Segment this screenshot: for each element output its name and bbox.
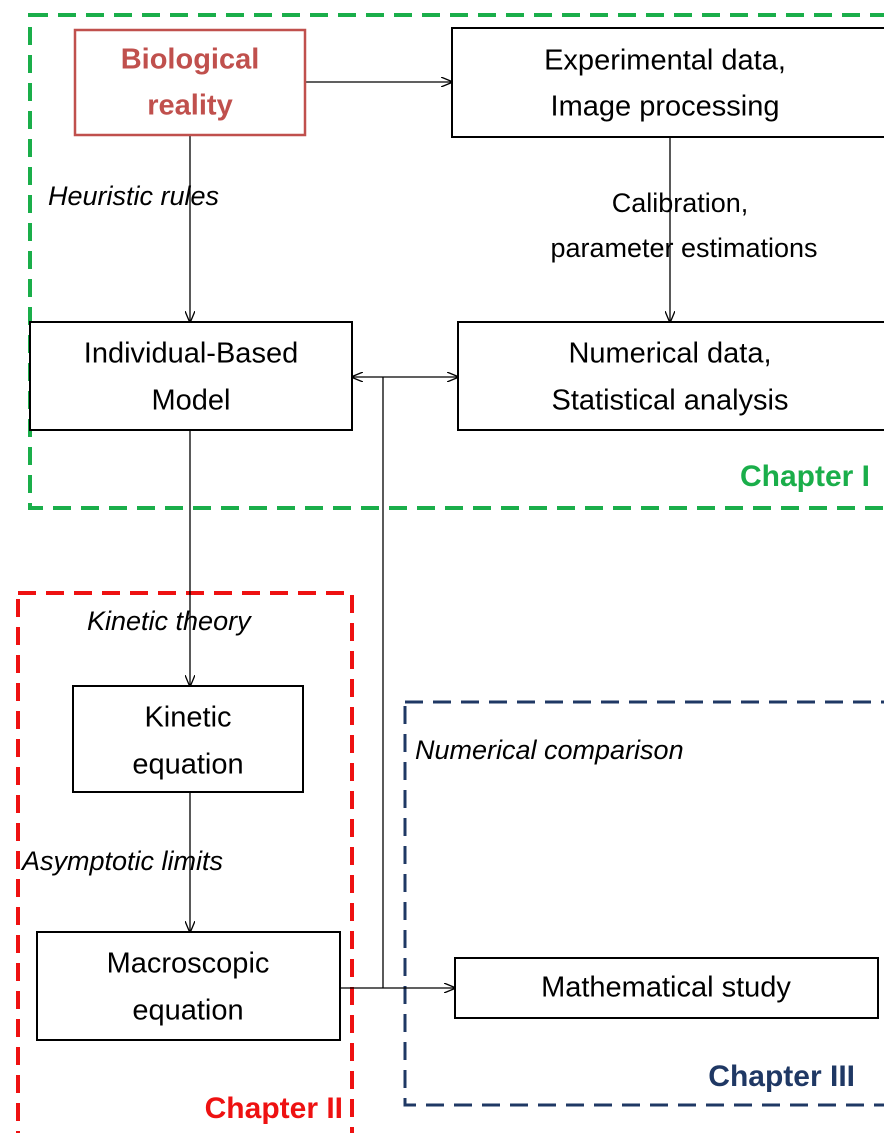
node-label: Numerical data, <box>568 338 771 370</box>
chapter-label: Chapter I <box>740 460 870 493</box>
edge-label: Calibration, <box>612 188 749 218</box>
node-label: equation <box>132 749 243 781</box>
chapter-1-frame <box>28 13 884 510</box>
edge-label: Asymptotic limits <box>20 846 223 876</box>
node-box <box>29 321 353 431</box>
edge-label: Numerical comparison <box>415 735 684 765</box>
node-label: Mathematical study <box>541 972 791 1004</box>
node-label: Image processing <box>551 91 780 123</box>
node-box <box>451 27 884 138</box>
edge-label: Heuristic rules <box>48 181 219 211</box>
edge-label: Kinetic theory <box>87 606 252 636</box>
node-box <box>73 28 307 137</box>
node-box <box>36 931 341 1041</box>
node-box <box>454 957 879 1019</box>
node-label: reality <box>147 90 232 122</box>
node-label: Statistical analysis <box>552 385 789 417</box>
node-label: equation <box>132 995 243 1027</box>
chapter-label: Chapter II <box>205 1092 343 1125</box>
node-label: Kinetic <box>144 702 231 734</box>
node-label: Experimental data, <box>544 45 786 77</box>
node-label: Model <box>152 385 231 417</box>
node-box <box>457 321 884 431</box>
edge-label: parameter estimations <box>550 233 817 263</box>
node-label: Individual-Based <box>84 338 298 370</box>
chapter-label: Chapter III <box>708 1060 855 1093</box>
chapter-3-frame <box>403 700 884 1107</box>
node-label: Macroscopic <box>107 948 270 980</box>
node-label: Biological <box>121 44 260 76</box>
node-box <box>72 685 304 793</box>
